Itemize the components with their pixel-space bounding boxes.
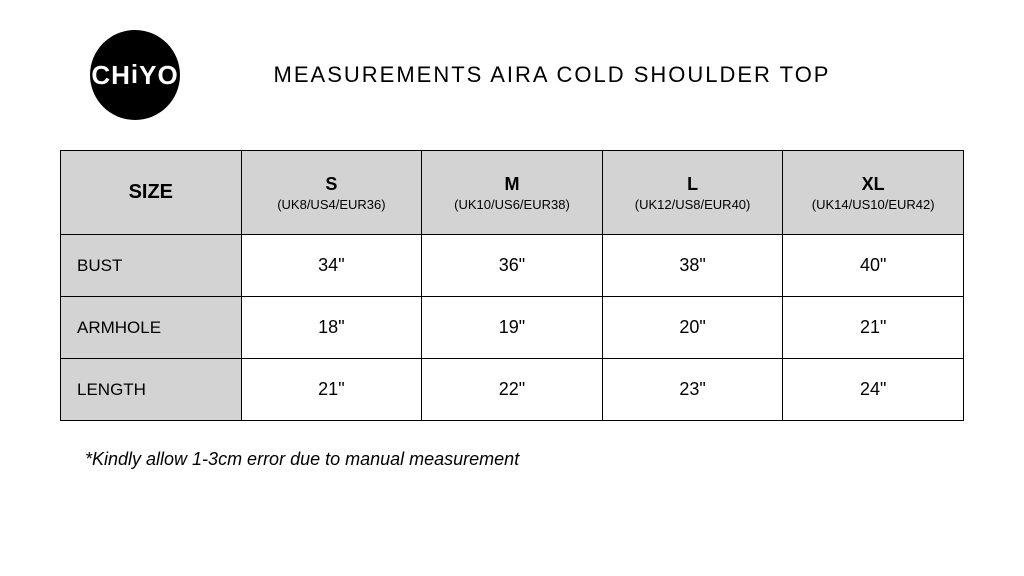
col-sub: (UK8/US4/EUR36): [246, 197, 418, 212]
footnote: *Kindly allow 1-3cm error due to manual …: [0, 421, 1024, 470]
row-label-armhole: ARMHOLE: [61, 297, 242, 359]
cell: 34": [241, 235, 422, 297]
cell: 36": [422, 235, 603, 297]
header: CHiYO MEASUREMENTS AIRA COLD SHOULDER TO…: [0, 0, 1024, 130]
size-header-cell: SIZE: [61, 151, 242, 235]
table-row: ARMHOLE 18" 19" 20" 21": [61, 297, 964, 359]
cell: 20": [602, 297, 783, 359]
cell: 21": [241, 359, 422, 421]
cell: 23": [602, 359, 783, 421]
col-label: XL: [787, 174, 959, 195]
col-label: S: [246, 174, 418, 195]
col-label: L: [607, 174, 779, 195]
cell: 21": [783, 297, 964, 359]
col-sub: (UK12/US8/EUR40): [607, 197, 779, 212]
row-label-bust: BUST: [61, 235, 242, 297]
col-label: M: [426, 174, 598, 195]
size-table: SIZE S (UK8/US4/EUR36) M (UK10/US6/EUR38…: [60, 150, 964, 421]
page-title: MEASUREMENTS AIRA COLD SHOULDER TOP: [140, 62, 964, 88]
col-sub: (UK10/US6/EUR38): [426, 197, 598, 212]
col-header-l: L (UK12/US8/EUR40): [602, 151, 783, 235]
table-row: LENGTH 21" 22" 23" 24": [61, 359, 964, 421]
col-header-m: M (UK10/US6/EUR38): [422, 151, 603, 235]
cell: 22": [422, 359, 603, 421]
size-table-container: SIZE S (UK8/US4/EUR36) M (UK10/US6/EUR38…: [0, 130, 1024, 421]
cell: 18": [241, 297, 422, 359]
col-header-xl: XL (UK14/US10/EUR42): [783, 151, 964, 235]
row-label-length: LENGTH: [61, 359, 242, 421]
cell: 24": [783, 359, 964, 421]
cell: 19": [422, 297, 603, 359]
col-header-s: S (UK8/US4/EUR36): [241, 151, 422, 235]
col-sub: (UK14/US10/EUR42): [787, 197, 959, 212]
table-row: BUST 34" 36" 38" 40": [61, 235, 964, 297]
cell: 38": [602, 235, 783, 297]
cell: 40": [783, 235, 964, 297]
table-header-row: SIZE S (UK8/US4/EUR36) M (UK10/US6/EUR38…: [61, 151, 964, 235]
size-header-label: SIZE: [129, 181, 173, 203]
